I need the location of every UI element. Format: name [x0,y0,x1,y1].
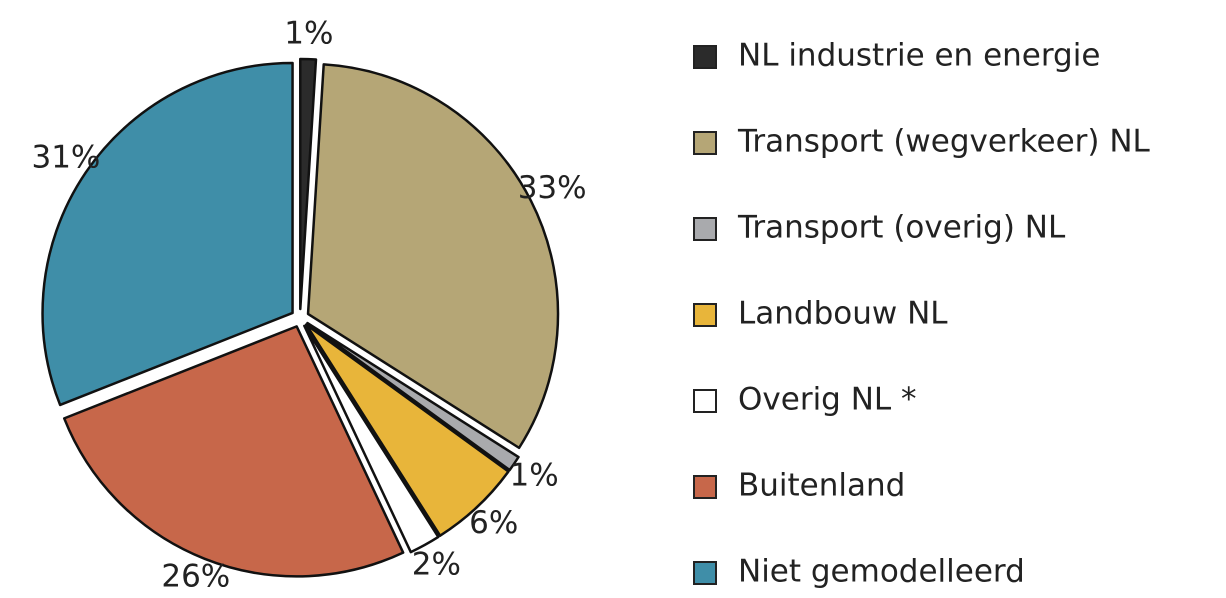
legend-label: Landbouw NL [738,296,948,332]
pie-slice [303,324,440,554]
legend-label: Transport (overig) NL [737,210,1066,246]
pie-slice [306,321,520,472]
legend-label: Buitenland [738,468,905,504]
legend-swatch [693,561,717,585]
pie-slice [62,325,405,578]
slice-label: 2% [412,546,461,582]
slice-label: 33% [518,170,587,206]
slice-label: 26% [161,559,230,595]
legend-swatch [693,475,717,499]
legend-label: Overig NL * [738,382,917,418]
pie-slice [306,63,560,450]
legend-swatch [693,131,717,155]
legend-label: NL industrie en energie [738,38,1100,74]
legend-swatch [693,217,717,241]
legend-swatch [693,389,717,413]
pie-slice [41,61,294,407]
legend-label: Transport (wegverkeer) NL [737,124,1151,160]
slice-label: 6% [469,505,518,541]
legend-label: Niet gemodelleerd [738,554,1025,590]
legend-swatch [693,303,717,327]
pie-slice [299,57,318,311]
slice-label: 31% [31,139,100,175]
slice-label: 1% [509,458,558,494]
legend-swatch [693,45,717,69]
pie-slice [304,323,510,537]
slice-label: 1% [284,16,333,52]
